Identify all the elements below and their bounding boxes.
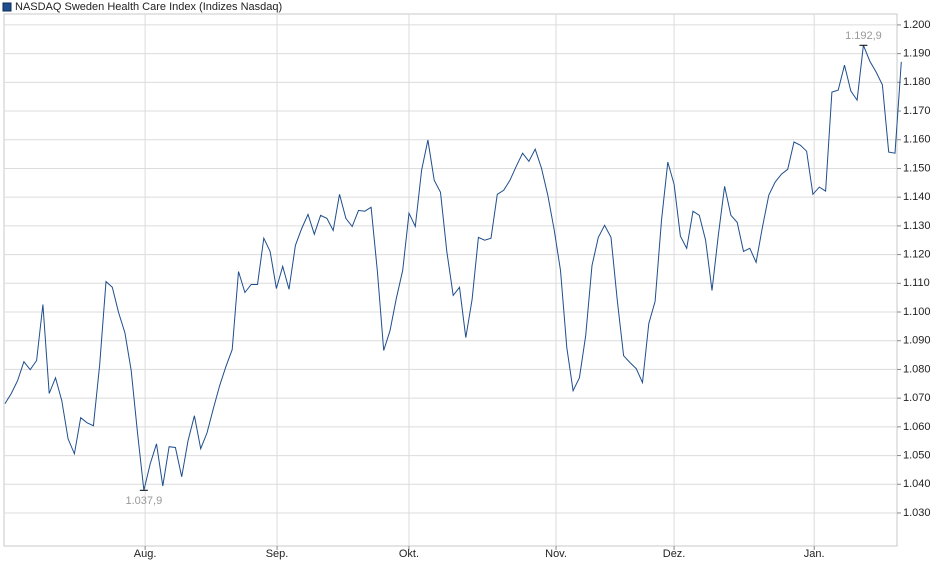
- y-tick-label: 1.180: [903, 76, 931, 88]
- y-tick-label: 1.130: [903, 220, 931, 232]
- y-tick-label: 1.060: [903, 421, 931, 433]
- y-tick-label: 1.140: [903, 191, 931, 203]
- x-tick-label: Aug.: [134, 548, 157, 560]
- y-tick-label: 1.110: [903, 277, 930, 289]
- x-tick-label: Okt.: [399, 548, 419, 560]
- y-tick-label: 1.170: [903, 105, 931, 117]
- y-tick-label: 1.070: [903, 392, 931, 404]
- legend-label: NASDAQ Sweden Health Care Index (Indizes…: [15, 1, 282, 13]
- x-tick-label: Sep.: [266, 548, 289, 560]
- y-tick-label: 1.120: [903, 248, 931, 260]
- y-tick-label: 1.030: [903, 507, 931, 519]
- extreme-label: 1.037,9: [126, 495, 163, 507]
- x-tick-label: Dez.: [663, 548, 686, 560]
- y-tick-label: 1.150: [903, 162, 931, 174]
- y-tick-label: 1.090: [903, 335, 931, 347]
- y-tick-label: 1.190: [903, 48, 931, 60]
- plot-frame: [3, 13, 898, 547]
- series-line: [4, 45, 902, 491]
- x-tick-label: Jan.: [804, 548, 825, 560]
- x-tick-label: Nov.: [545, 548, 567, 560]
- y-tick-label: 1.080: [903, 363, 931, 375]
- y-tick-label: 1.100: [903, 306, 931, 318]
- y-tick-label: 1.040: [903, 478, 931, 490]
- y-tick-label: 1.160: [903, 134, 931, 146]
- y-tick-label: 1.050: [903, 449, 931, 461]
- legend-swatch: [2, 2, 12, 12]
- extreme-label: 1.192,9: [845, 30, 882, 42]
- y-tick-label: 1.200: [903, 19, 931, 31]
